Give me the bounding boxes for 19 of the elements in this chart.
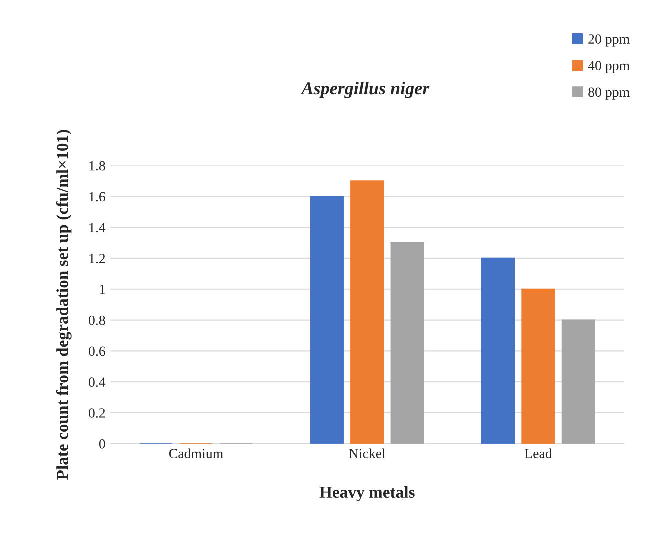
y-tick-label: 0.6 [89, 346, 106, 356]
y-tick-label: 1 [100, 285, 106, 294]
x-tick-label: Nickel [349, 448, 386, 459]
x-tick-label: Cadmium [169, 448, 224, 459]
y-tick-label: 0.2 [89, 408, 106, 418]
chart-title: Aspergillus niger [300, 82, 430, 98]
y-tick-label: 0.8 [89, 316, 106, 326]
y-tick-label: 1.6 [90, 192, 106, 202]
legend-label: 20 ppm [588, 34, 630, 47]
legend-label: 40 ppm [588, 61, 630, 74]
y-tick-label: 0 [99, 439, 106, 449]
x-tick-label: Lead [525, 448, 552, 459]
x-axis-title: Heavy metals [320, 486, 415, 502]
y-axis-title: Plate count from degradation set up (cfu/ml×101) [56, 130, 72, 480]
y-tick-label: 1.8 [90, 161, 106, 171]
y-tick-label: 1.2 [90, 254, 106, 264]
legend-label: 80 ppm [588, 88, 630, 100]
y-tick-label: 1.4 [90, 223, 106, 233]
y-tick-label: 0.4 [89, 378, 106, 388]
